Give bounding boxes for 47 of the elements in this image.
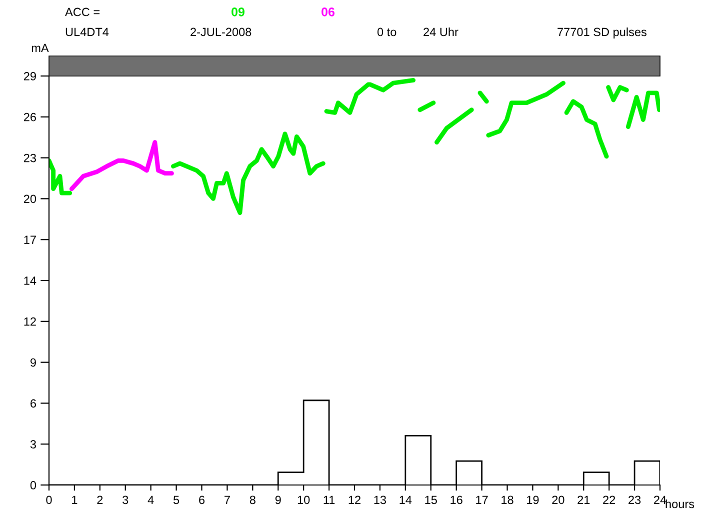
x-tick-label: 22 bbox=[603, 496, 616, 504]
x-tick-label: 18 bbox=[502, 496, 514, 504]
y-tick-label: 6 bbox=[30, 399, 36, 408]
x-tick-label: 1 bbox=[72, 496, 78, 504]
x-tick-label: 0 bbox=[46, 496, 52, 504]
y-tick-label: 9 bbox=[30, 358, 36, 367]
y-tick-label: 3 bbox=[30, 440, 36, 448]
x-tick-label: 2 bbox=[97, 496, 103, 504]
x-tick-label: 19 bbox=[527, 496, 539, 504]
x-tick-label: 24 bbox=[654, 496, 666, 504]
x-tick-label: 10 bbox=[298, 496, 310, 504]
text: 24 Uhr bbox=[424, 28, 458, 36]
y-tick-label: 20 bbox=[24, 194, 36, 204]
x-tick-label: 4 bbox=[148, 496, 154, 504]
text: 09 bbox=[232, 8, 244, 16]
y-tick-label: 14 bbox=[24, 276, 36, 285]
x-tick-label: 9 bbox=[275, 496, 281, 504]
x-tick-label: 17 bbox=[476, 496, 488, 504]
x-tick-label: 12 bbox=[348, 496, 360, 504]
x-tick-label: 23 bbox=[628, 496, 641, 504]
text: 0 to bbox=[377, 28, 396, 36]
x-tick-label: 13 bbox=[374, 496, 386, 504]
x-tick-label: 8 bbox=[250, 496, 256, 504]
y-axis-title: mA bbox=[32, 44, 49, 52]
legend-title: ACC = bbox=[65, 8, 100, 16]
x-tick-label: 20 bbox=[552, 496, 564, 504]
y-tick-label: 26 bbox=[24, 112, 36, 122]
x-tick-label: 14 bbox=[400, 496, 412, 504]
text: 2-JUL-2008 bbox=[190, 28, 252, 36]
x-tick-label: 11 bbox=[324, 496, 335, 504]
x-tick-label: 7 bbox=[224, 496, 230, 504]
x-tick-label: 16 bbox=[450, 496, 462, 504]
y-tick-label: 23 bbox=[24, 154, 36, 162]
x-tick-label: 5 bbox=[173, 496, 180, 504]
text: 06 bbox=[322, 8, 334, 16]
text: 77701 SD pulses bbox=[558, 28, 646, 38]
y-tick-label: 0 bbox=[30, 481, 36, 490]
x-tick-label: 21 bbox=[578, 496, 590, 504]
text: UL4DT4 bbox=[66, 28, 109, 36]
x-tick-label: 6 bbox=[199, 496, 205, 504]
y-tick-label: 17 bbox=[24, 236, 36, 244]
y-tick-label: 12 bbox=[24, 317, 36, 326]
x-axis-title: hours bbox=[666, 499, 694, 508]
x-tick-label: 3 bbox=[122, 496, 128, 504]
y-tick-label: 29 bbox=[24, 72, 36, 80]
line-series bbox=[69, 140, 174, 192]
x-tick-label: 15 bbox=[425, 496, 437, 504]
